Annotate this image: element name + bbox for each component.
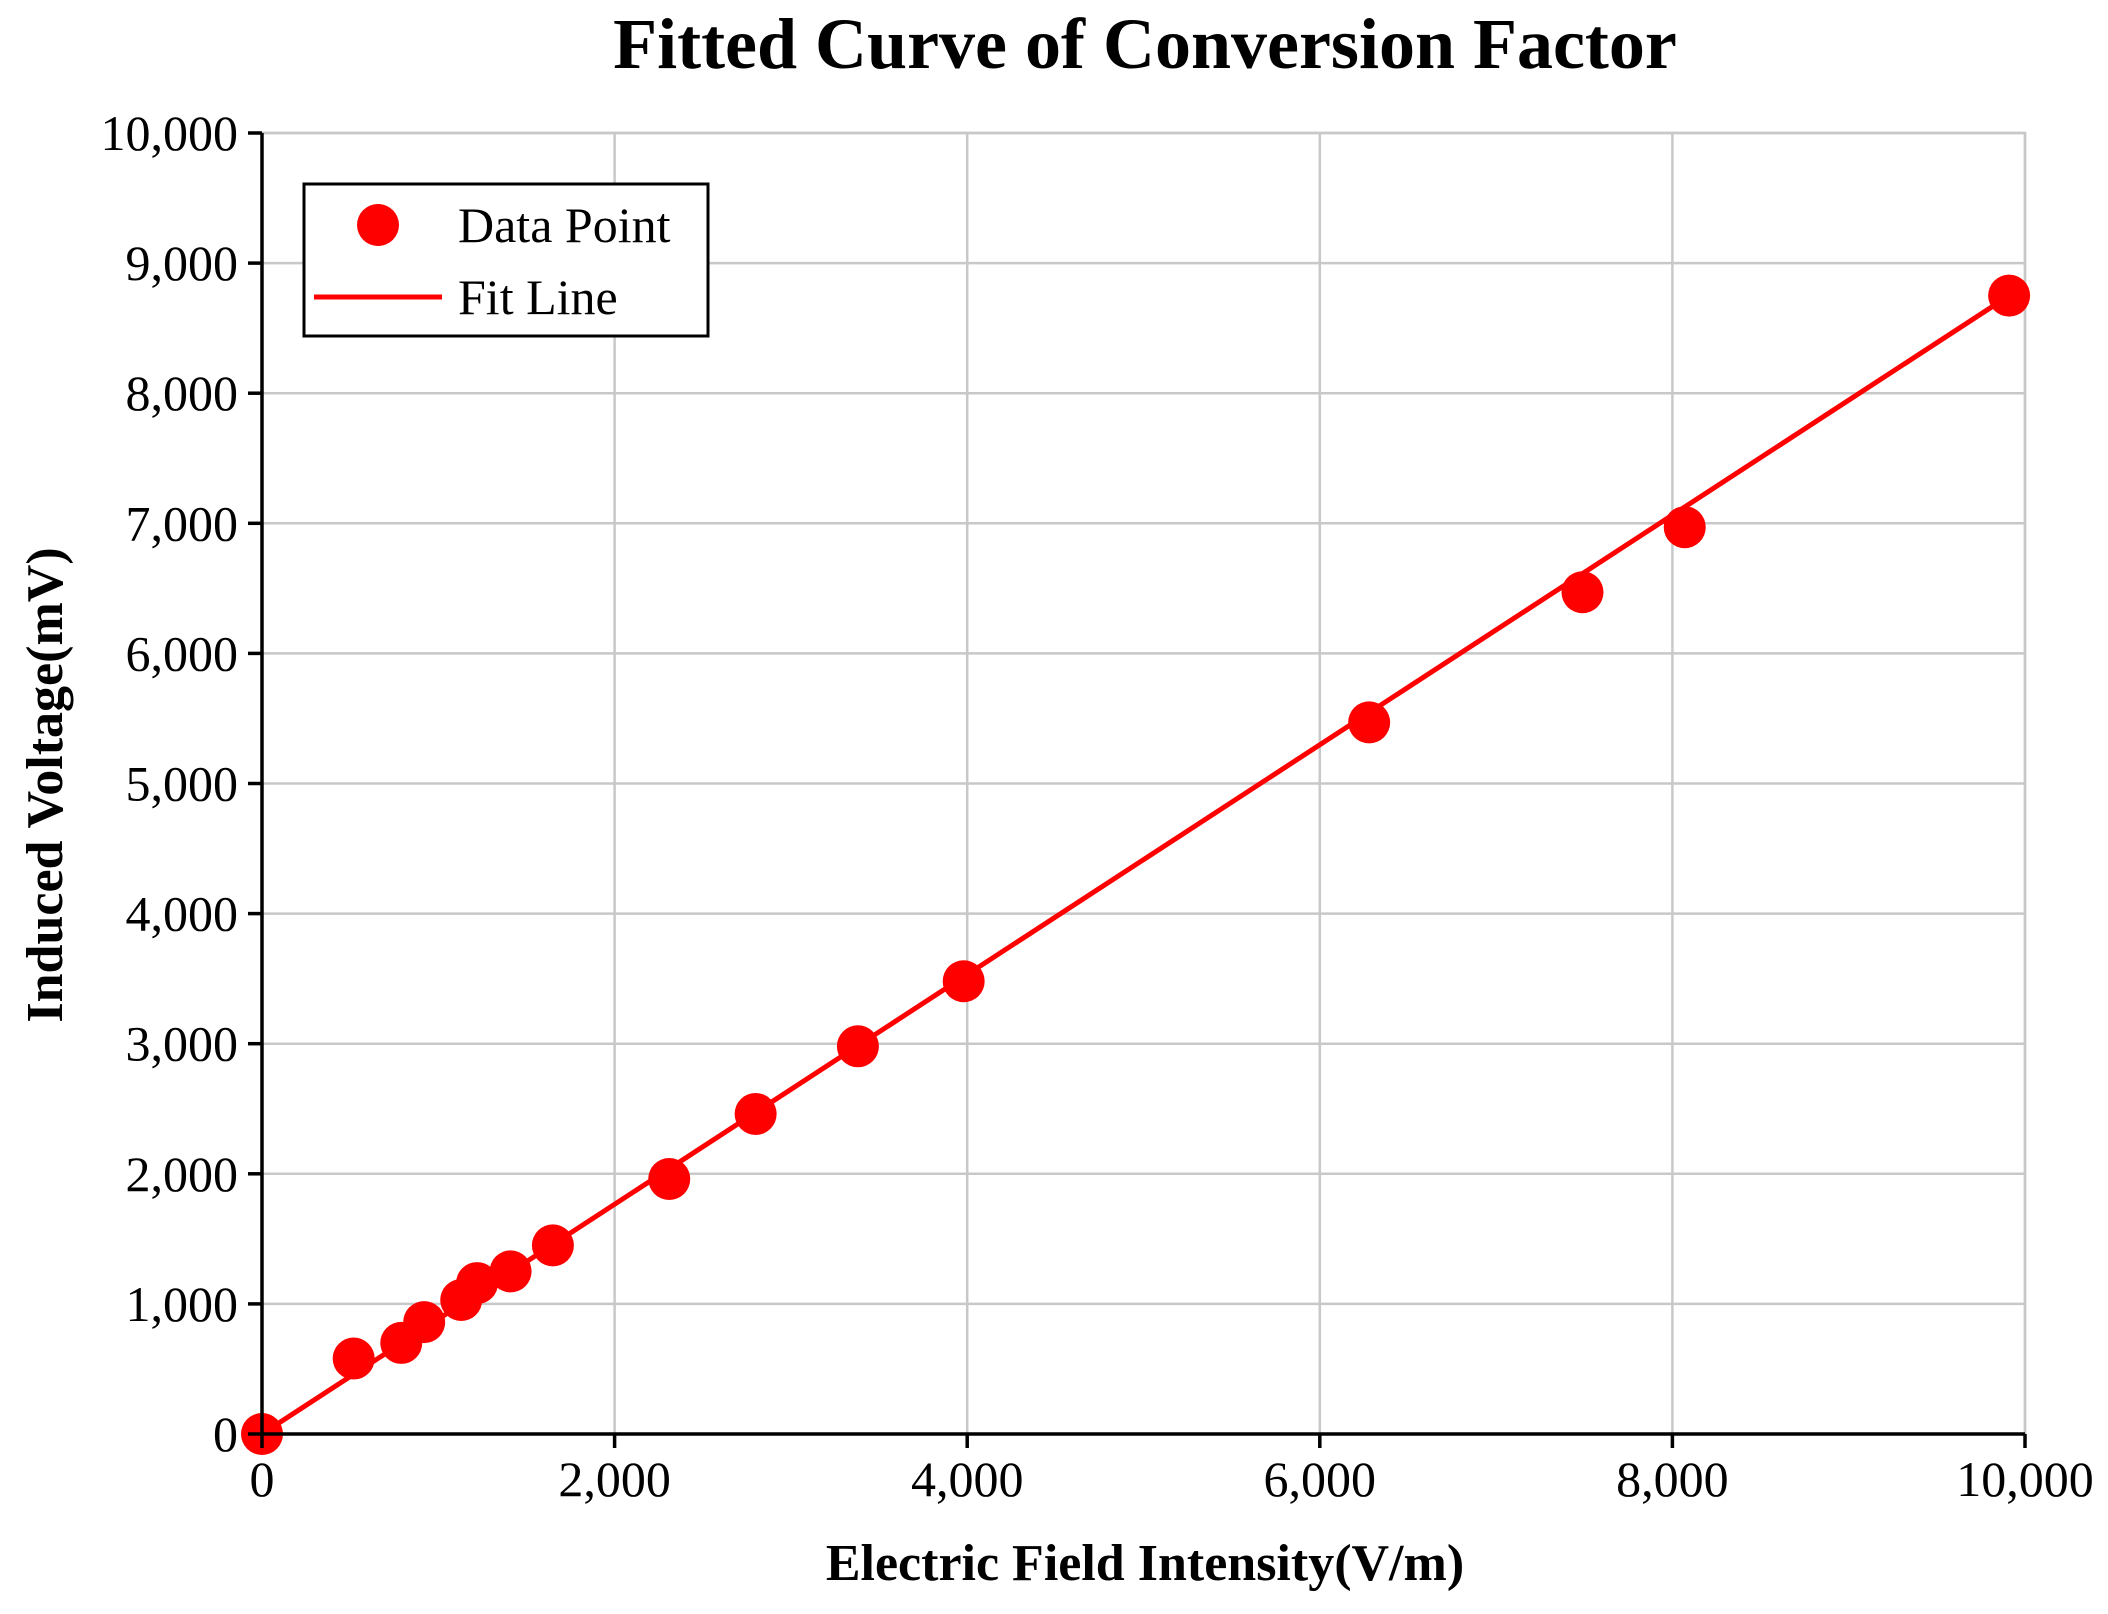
y-tick-label: 0 (213, 1406, 238, 1462)
data-point (531, 1224, 574, 1267)
data-point (734, 1092, 777, 1135)
y-tick-label: 5,000 (126, 756, 239, 812)
legend: Data Point Fit Line (302, 182, 710, 338)
tick-labels: 0 2,000 4,000 6,000 8,000 10,000 0 1,000 2,000 3,… (101, 105, 2094, 1507)
y-tick-label: 2,000 (126, 1146, 239, 1202)
legend-marker-data-point (357, 204, 399, 246)
x-tick-label: 10,000 (1956, 1451, 2094, 1507)
data-points-layer (241, 274, 2031, 1455)
y-tick-label: 4,000 (126, 886, 239, 942)
axes (248, 131, 2027, 1448)
data-point (1663, 506, 1706, 549)
y-tick-label: 9,000 (126, 235, 239, 291)
y-axis-label: Induced Voltage(mV) (17, 547, 74, 1022)
data-point (1561, 571, 1604, 614)
data-point (836, 1025, 879, 1068)
data-point (332, 1337, 375, 1380)
y-tick-label: 6,000 (126, 625, 239, 681)
legend-label-fit-line: Fit Line (458, 269, 618, 325)
data-point (403, 1301, 446, 1344)
x-axis-label: Electric Field Intensity(V/m) (826, 1535, 1464, 1592)
x-tick-label: 8,000 (1616, 1451, 1729, 1507)
legend-label-data-point: Data Point (458, 197, 671, 253)
x-tick-label: 4,000 (911, 1451, 1024, 1507)
y-tick-label: 10,000 (101, 105, 239, 161)
data-point (1348, 701, 1391, 744)
y-tick-label: 8,000 (126, 365, 239, 421)
data-point (942, 960, 985, 1003)
x-tick-label: 2,000 (558, 1451, 671, 1507)
data-point (456, 1262, 499, 1305)
data-point (489, 1250, 532, 1293)
chart-title: Fitted Curve of Conversion Factor (613, 4, 1677, 84)
y-tick-label: 3,000 (126, 1016, 239, 1072)
data-point (648, 1158, 691, 1201)
x-tick-label: 6,000 (1264, 1451, 1377, 1507)
x-tick-label: 0 (250, 1451, 275, 1507)
data-point (1988, 274, 2031, 317)
y-tick-label: 7,000 (126, 495, 239, 551)
y-tick-label: 1,000 (126, 1276, 239, 1332)
